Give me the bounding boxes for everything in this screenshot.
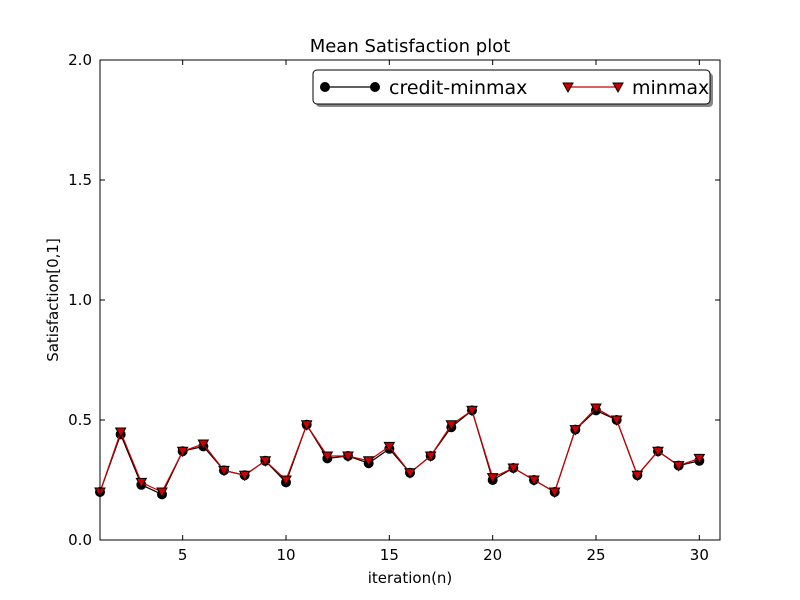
data-point: [528, 475, 540, 487]
data-point: [280, 475, 292, 487]
axis-ticks: 5 10 15 20 25 30 0.0 0.5 1.0 1.5 2.0: [68, 51, 720, 564]
data-point: [693, 453, 706, 465]
y-axis-label: Satisfaction[0,1]: [44, 238, 62, 362]
data-point: [156, 487, 168, 499]
data-point: [259, 456, 272, 467]
y-tick-label: 0.5: [68, 411, 92, 429]
data-point: [300, 420, 313, 431]
legend-marker: [320, 82, 330, 92]
data-point: [486, 473, 499, 484]
data-point: [652, 446, 664, 458]
x-tick-label: 30: [690, 546, 709, 564]
data-point: [590, 403, 602, 415]
data-point: [114, 427, 127, 439]
x-tick-label: 25: [586, 546, 605, 564]
legend-marker: [370, 82, 380, 92]
data-point: [610, 415, 623, 427]
series-line: [99, 409, 700, 496]
data-point: [445, 420, 458, 431]
data-point: [197, 439, 210, 451]
x-tick-label: 15: [380, 546, 399, 564]
x-axis-label: iteration(n): [368, 569, 453, 587]
data-point: [383, 441, 396, 453]
data-point: [135, 477, 148, 489]
plot-series: [94, 403, 706, 500]
data-point: [404, 468, 416, 479]
series-credit-minmax: [95, 405, 705, 500]
plot-frame: [99, 59, 721, 541]
legend: credit-minmax minmax: [312, 69, 713, 107]
data-point: [466, 405, 478, 417]
series-line: [99, 407, 700, 493]
data-point: [362, 456, 375, 467]
data-point: [569, 425, 582, 436]
data-point: [631, 470, 644, 482]
x-tick-label: 10: [276, 546, 295, 564]
legend-marker: [612, 82, 624, 94]
legend-marker: [562, 82, 574, 94]
y-tick-label: 1.0: [68, 291, 92, 309]
legend-label: credit-minmax: [389, 77, 527, 99]
data-point: [321, 451, 334, 463]
x-tick-label: 5: [178, 546, 188, 564]
y-tick-label: 0.0: [68, 531, 92, 549]
legend-box: [312, 69, 711, 105]
data-point: [424, 451, 437, 463]
series-minmax: [94, 403, 706, 499]
data-point: [672, 461, 685, 472]
chart-title: Mean Satisfaction plot: [310, 36, 511, 57]
data-point: [218, 465, 230, 477]
data-point: [548, 487, 561, 499]
y-tick-label: 1.5: [68, 171, 92, 189]
data-point: [342, 451, 354, 463]
data-point: [176, 446, 189, 458]
data-point: [238, 470, 251, 482]
y-tick-label: 2.0: [68, 51, 92, 69]
x-tick-label: 20: [483, 546, 502, 564]
data-point: [507, 463, 520, 475]
legend-label: minmax: [632, 77, 709, 99]
